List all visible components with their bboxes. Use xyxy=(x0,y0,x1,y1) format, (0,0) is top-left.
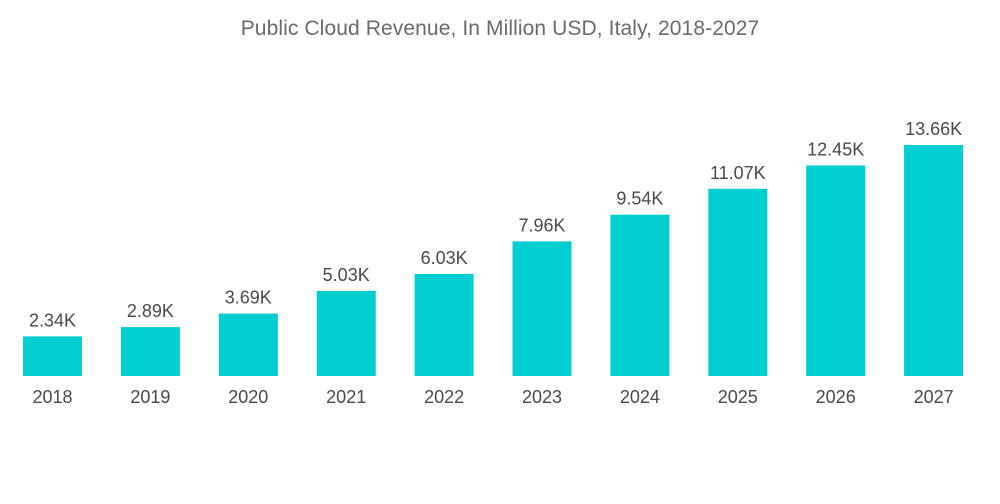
value-label-2023: 7.96K xyxy=(518,215,565,235)
bar-2022 xyxy=(414,274,474,376)
bar-2025 xyxy=(708,188,768,376)
value-label-2018: 2.34K xyxy=(29,310,76,330)
x-tick-label-2024: 2024 xyxy=(620,387,660,407)
value-labels-group: 2.34K 2.89K 3.69K 5.03K 6.03K 7.96K 9.54K 11.07… xyxy=(29,119,962,330)
x-tick-label-2019: 2019 xyxy=(130,387,170,407)
value-label-2020: 3.69K xyxy=(225,288,272,308)
bar-2020 xyxy=(218,313,278,376)
x-tick-label-2018: 2018 xyxy=(32,387,72,407)
x-tick-label-2027: 2027 xyxy=(914,387,954,407)
bar-2027 xyxy=(904,145,964,376)
value-label-2027: 13.66K xyxy=(905,119,962,139)
bar-2023 xyxy=(512,241,572,376)
x-tick-label-2021: 2021 xyxy=(326,387,366,407)
bar-2024 xyxy=(610,214,670,376)
x-tick-label-2023: 2023 xyxy=(522,387,562,407)
x-tick-label-2025: 2025 xyxy=(718,387,758,407)
bar-2021 xyxy=(316,290,376,376)
x-tick-label-2022: 2022 xyxy=(424,387,464,407)
value-label-2024: 9.54K xyxy=(616,189,663,209)
bar-2018 xyxy=(23,336,82,376)
value-label-2025: 11.07K xyxy=(710,163,766,183)
bars-group xyxy=(23,145,964,376)
value-label-2026: 12.45K xyxy=(807,140,864,160)
x-tick-label-2020: 2020 xyxy=(228,387,268,407)
x-tick-label-2026: 2026 xyxy=(816,387,856,407)
chart-title: Public Cloud Revenue, In Million USD, It… xyxy=(240,17,760,40)
value-label-2022: 6.03K xyxy=(421,248,468,268)
bar-2019 xyxy=(120,327,180,376)
category-labels-group: 2018 2019 2020 2021 2022 2023 2024 2025 2026 2027 xyxy=(32,387,953,407)
bar-2026 xyxy=(806,165,866,376)
value-label-2019: 2.89K xyxy=(127,301,174,321)
value-label-2021: 5.03K xyxy=(323,265,370,285)
